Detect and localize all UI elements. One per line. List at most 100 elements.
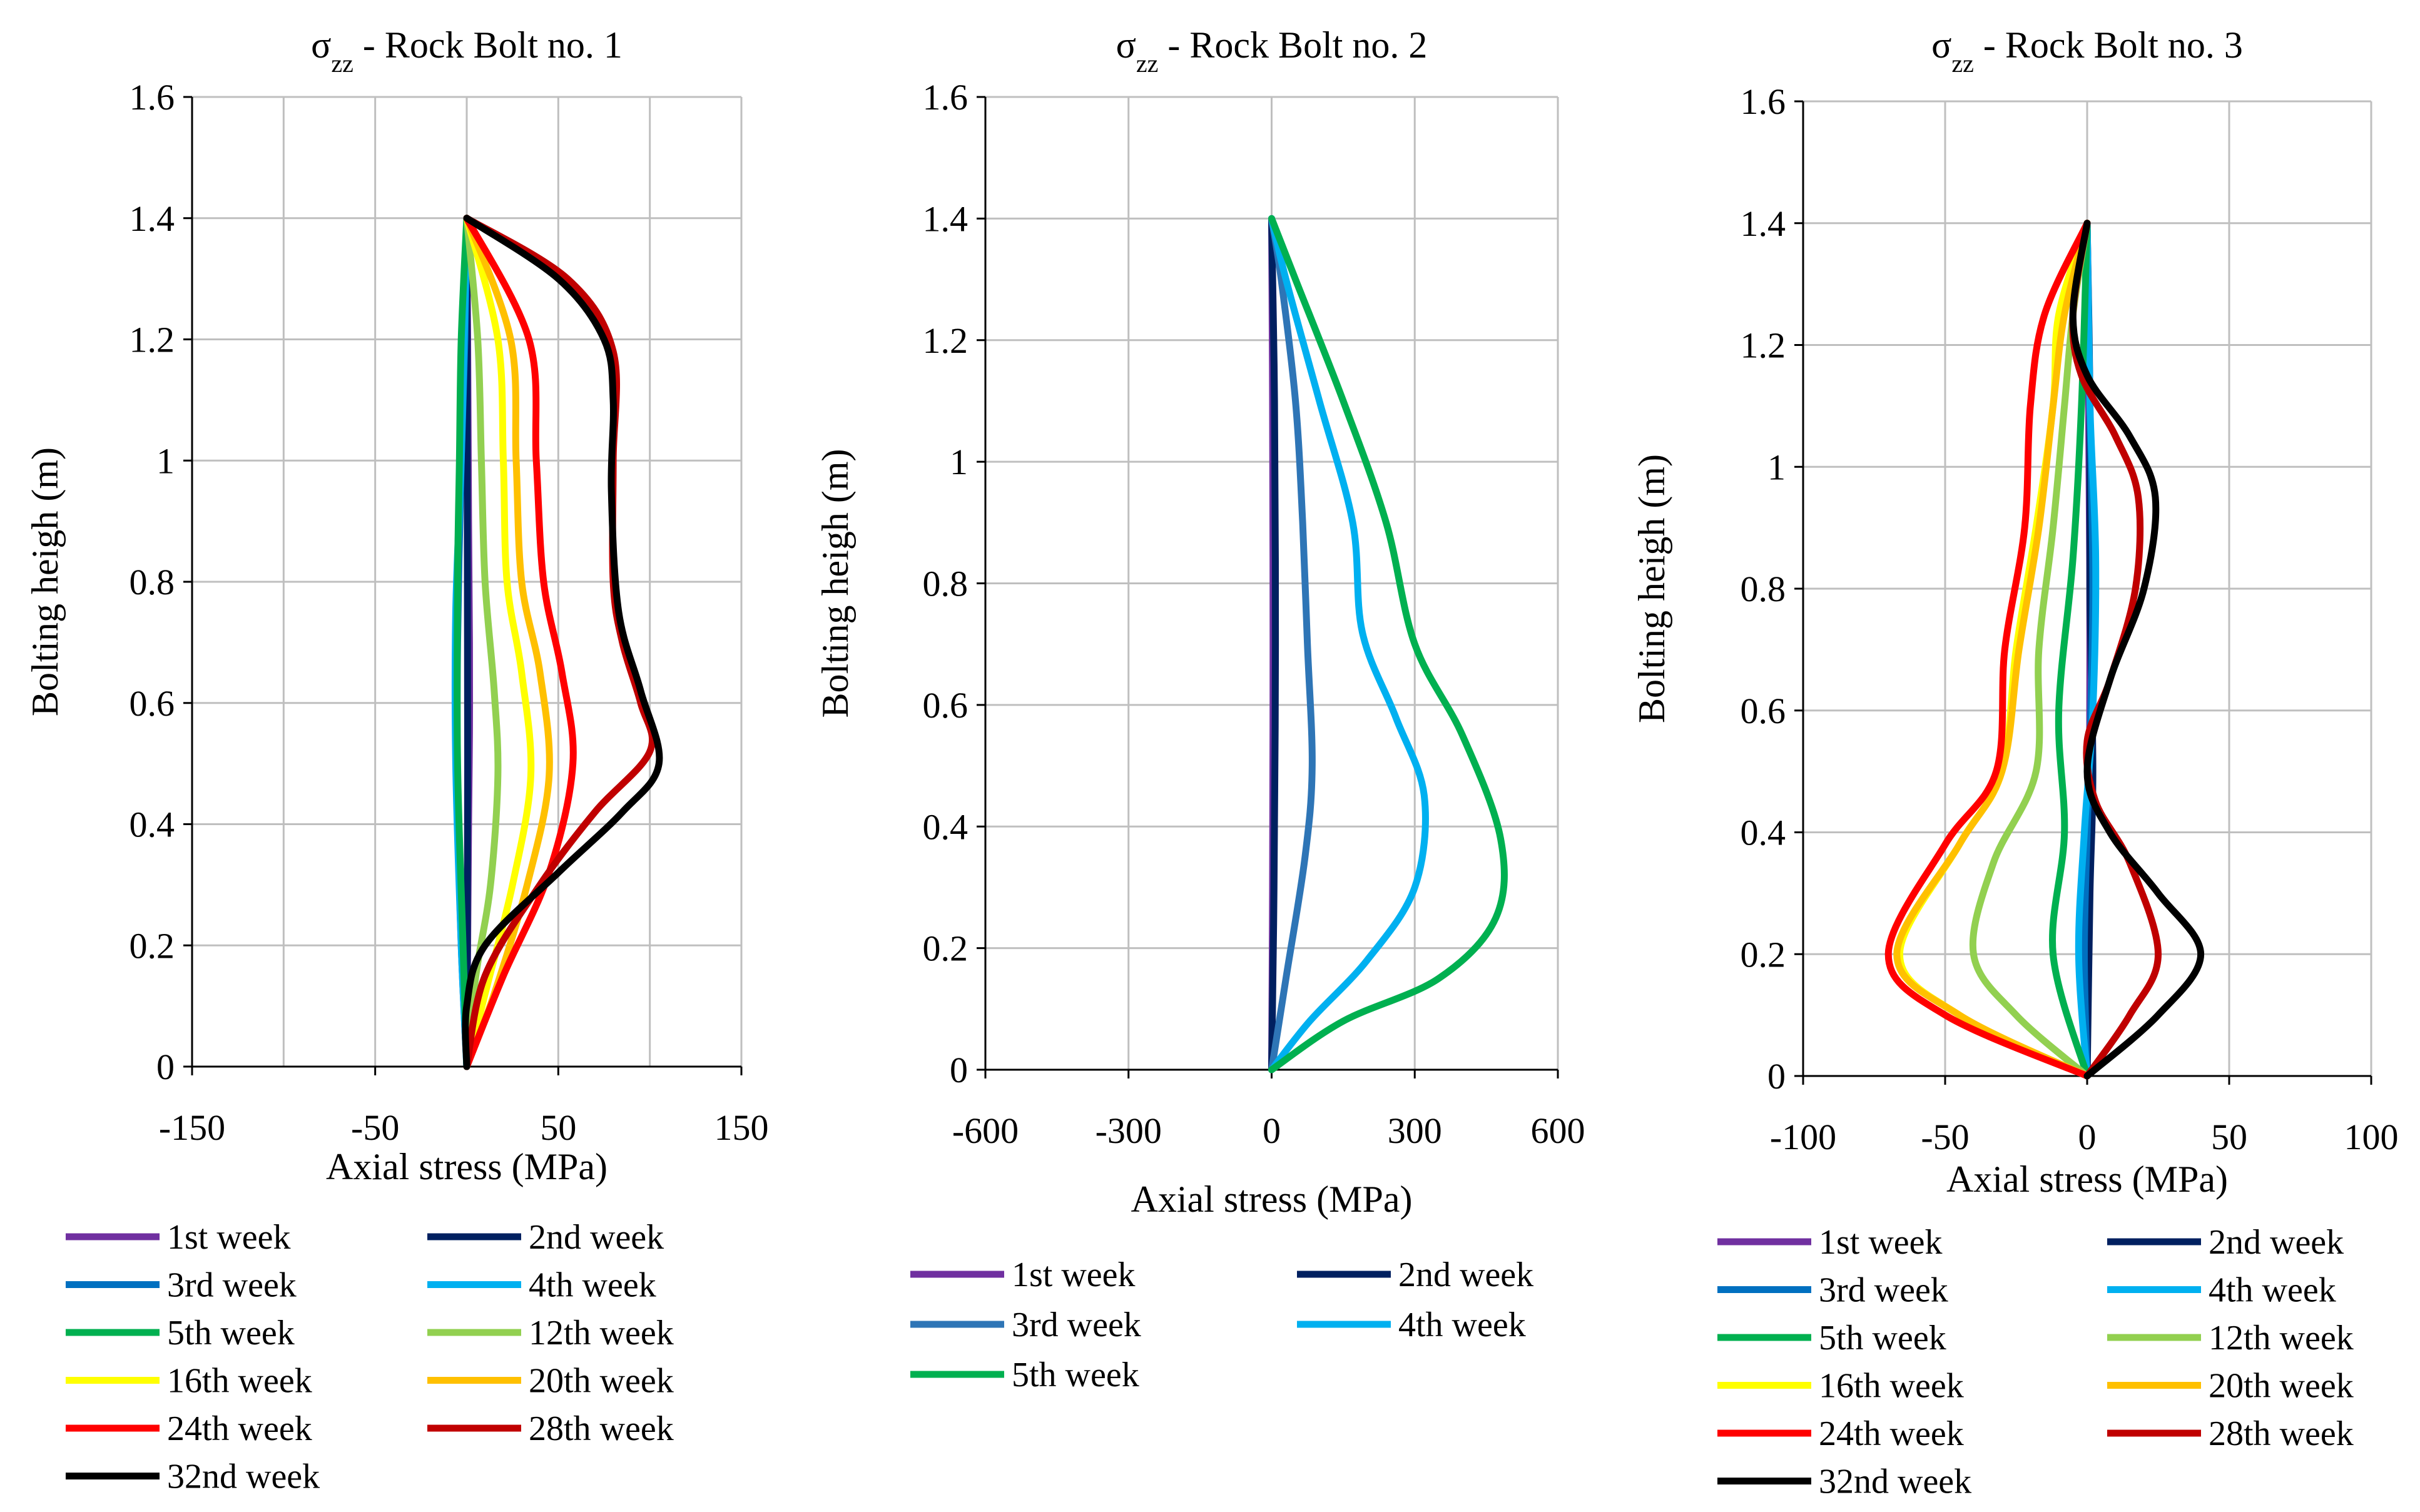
legend-label: 1st week xyxy=(1819,1223,1943,1262)
legend: 1st week 2nd week 3rd week 4th week 5th week… xyxy=(1717,1223,2354,1501)
x-tick-label: 0 xyxy=(2078,1117,2097,1157)
series-line xyxy=(1268,215,1316,1073)
legend-label: 1st week xyxy=(1012,1256,1136,1294)
series-line xyxy=(2069,220,2205,1080)
chart-title-subscript: zz xyxy=(1136,49,1159,78)
legend-item: 5th week xyxy=(910,1356,1139,1394)
legend-label: 28th week xyxy=(529,1409,674,1448)
x-tick-label: -50 xyxy=(1921,1117,1969,1157)
legend-item: 4th week xyxy=(427,1266,656,1305)
legend-label: 5th week xyxy=(1012,1356,1139,1394)
chart-title-symbol: σ xyxy=(1116,24,1136,66)
legend-label: 2nd week xyxy=(2209,1223,2344,1262)
legend-label: 4th week xyxy=(529,1266,656,1305)
legend-label: 12th week xyxy=(529,1314,674,1352)
y-tick-label: 0.8 xyxy=(130,562,175,602)
legend-label: 5th week xyxy=(1819,1319,1946,1357)
legend-item: 2nd week xyxy=(427,1218,664,1257)
y-tick-label: 1.4 xyxy=(923,198,969,239)
chart-title: σzz - Rock Bolt no. 2 xyxy=(1116,24,1428,78)
legend-label: 3rd week xyxy=(167,1266,297,1305)
legend-label: 32nd week xyxy=(1819,1463,1971,1501)
series-line xyxy=(1884,220,2091,1080)
legend-label: 1st week xyxy=(167,1218,291,1257)
series-line xyxy=(1893,220,2091,1080)
series-line xyxy=(463,215,553,1070)
y-tick-label: 0.6 xyxy=(130,683,175,724)
y-tick-label: 0 xyxy=(950,1050,968,1090)
y-tick-label: 0 xyxy=(1767,1056,1786,1097)
chart-title-text: - Rock Bolt no. 3 xyxy=(1974,24,2243,66)
legend: 1st week 2nd week 3rd week 4th week 5th week xyxy=(910,1256,1533,1394)
legend-item: 16th week xyxy=(66,1362,312,1401)
y-tick-label: 0.6 xyxy=(1741,691,1786,731)
legend-item: 1st week xyxy=(1717,1223,1943,1262)
legend-label: 32nd week xyxy=(167,1458,320,1496)
legend-label: 5th week xyxy=(167,1314,295,1352)
legend-label: 16th week xyxy=(167,1362,312,1401)
legend-label: 2nd week xyxy=(529,1218,664,1257)
chart-title-symbol: σ xyxy=(1931,24,1951,66)
legend-label: 12th week xyxy=(2209,1319,2354,1357)
x-tick-label: 600 xyxy=(1531,1110,1585,1151)
y-axis-title: Bolting heigh (m) xyxy=(815,449,856,718)
legend-item: 12th week xyxy=(2107,1319,2354,1357)
legend-label: 3rd week xyxy=(1012,1306,1141,1344)
chart-rock-bolt-3: σzz - Rock Bolt no. 3 -100 -50 0 50 100 0 0.2 0.… xyxy=(1631,24,2399,1501)
x-axis-title: Axial stress (MPa) xyxy=(1131,1179,1413,1220)
legend-label: 16th week xyxy=(1819,1367,1964,1406)
y-tick-label: 0.4 xyxy=(1741,813,1786,853)
y-tick-label: 0.2 xyxy=(1741,934,1786,975)
y-tick-label: 1.6 xyxy=(1741,81,1786,122)
series-line xyxy=(1969,220,2091,1080)
series-line xyxy=(454,215,470,1070)
legend-item: 2nd week xyxy=(2107,1223,2344,1262)
y-tick-label: 0.4 xyxy=(923,806,969,847)
legend-item: 3rd week xyxy=(1717,1271,1948,1310)
y-tick-label: 1 xyxy=(950,442,968,482)
legend-item: 32nd week xyxy=(66,1458,320,1496)
legend-label: 2nd week xyxy=(1398,1256,1533,1294)
y-tick-label: 1.6 xyxy=(130,77,175,118)
legend-label: 28th week xyxy=(2209,1414,2354,1453)
legend-item: 3rd week xyxy=(66,1266,297,1305)
series-line xyxy=(463,215,577,1070)
x-tick-label: 50 xyxy=(2211,1117,2247,1157)
x-tick-label: 50 xyxy=(540,1107,576,1148)
legend-label: 24th week xyxy=(167,1409,312,1448)
x-tick-label: -150 xyxy=(159,1107,225,1148)
x-tick-label: -300 xyxy=(1096,1110,1162,1151)
y-tick-label: 0.4 xyxy=(130,804,175,845)
legend-label: 24th week xyxy=(1819,1414,1964,1453)
chart-title: σzz - Rock Bolt no. 3 xyxy=(1931,24,2243,78)
legend-label: 20th week xyxy=(2209,1367,2354,1406)
y-tick-label: 1 xyxy=(156,440,175,481)
legend-item: 20th week xyxy=(2107,1367,2354,1406)
chart-title-text: - Rock Bolt no. 2 xyxy=(1158,24,1427,66)
y-tick-label: 0.6 xyxy=(923,685,969,726)
y-tick-label: 0.8 xyxy=(923,564,969,604)
legend-label: 20th week xyxy=(529,1362,674,1401)
legend-item: 32nd week xyxy=(1717,1463,1971,1501)
x-tick-label: -600 xyxy=(952,1110,1019,1151)
series-line xyxy=(463,215,502,1070)
chart-rock-bolt-1: σzz - Rock Bolt no. 1 -150 -50 50 150 0 0.2 0.4… xyxy=(24,24,769,1496)
y-tick-label: 1.2 xyxy=(923,320,969,361)
x-tick-label: -100 xyxy=(1770,1117,1836,1157)
x-tick-label: -50 xyxy=(351,1107,399,1148)
y-tick-label: 1.4 xyxy=(1741,203,1786,244)
series-line xyxy=(1268,215,1508,1073)
legend-item: 1st week xyxy=(66,1218,291,1257)
chart-rock-bolt-2: σzz - Rock Bolt no. 2 -600 -300 0 300 600 0 0.2… xyxy=(815,24,1585,1394)
series-line xyxy=(1268,215,1279,1073)
y-tick-label: 1 xyxy=(1767,447,1786,487)
series-line xyxy=(1268,215,1429,1073)
legend-label: 4th week xyxy=(2209,1271,2336,1310)
legend-item: 20th week xyxy=(427,1362,674,1401)
legend-item: 4th week xyxy=(2107,1271,2336,1310)
x-tick-label: 150 xyxy=(714,1107,769,1148)
legend-item: 28th week xyxy=(2107,1414,2354,1453)
y-axis-title: Bolting heigh (m) xyxy=(1631,454,1672,723)
legend-item: 5th week xyxy=(66,1314,295,1352)
